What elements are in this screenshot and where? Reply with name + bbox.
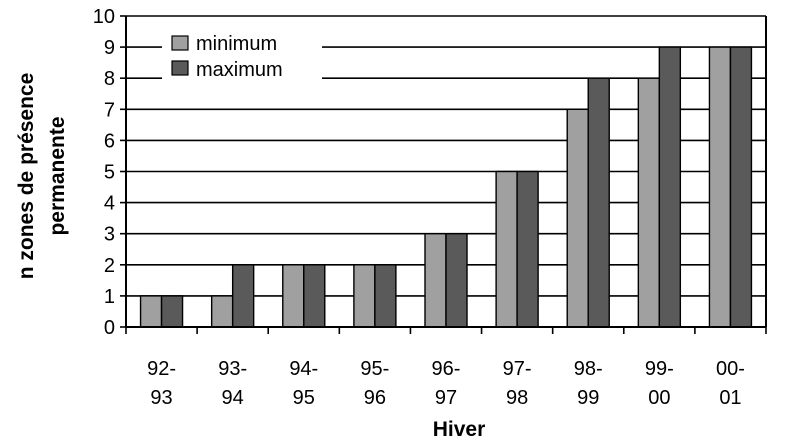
x-tick-label: 00- — [716, 358, 745, 380]
legend-label-maximum: maximum — [196, 59, 283, 81]
bar-maximum — [587, 77, 610, 328]
legend-swatch-maximum — [171, 60, 189, 76]
y-tick-label: 5 — [104, 162, 115, 184]
legend-background — [162, 30, 322, 86]
x-tick-label: 98 — [506, 387, 528, 409]
bar-minimum — [708, 46, 732, 328]
bar-maximum — [231, 264, 255, 328]
legend-swatch-minimum — [171, 35, 189, 51]
y-tick-label: 7 — [104, 99, 115, 121]
bar-maximum — [160, 295, 184, 328]
bar-minimum — [210, 295, 234, 328]
bar-maximum — [374, 264, 397, 328]
bars — [139, 46, 753, 328]
x-tick-label: 97 — [435, 387, 457, 409]
x-tick-label: 95- — [360, 358, 389, 380]
x-tick-label: 97- — [503, 358, 532, 380]
y-axis-title-line-2: permanente — [46, 116, 69, 235]
x-tick-label: 92- — [147, 358, 176, 380]
bar-minimum — [139, 295, 163, 328]
bar-maximum — [729, 46, 753, 328]
bar-maximum — [445, 232, 468, 328]
x-tick-label: 96 — [364, 387, 386, 409]
y-tick-labels: 0 1 2 3 4 5 6 7 8 9 10 — [93, 6, 126, 339]
y-tick-label: 1 — [104, 286, 115, 308]
x-tick-label: 99 — [577, 387, 599, 409]
x-tick-label: 93 — [150, 387, 172, 409]
x-tick-label: 95 — [293, 387, 315, 409]
bar-maximum — [658, 46, 682, 328]
x-tick-label: 94- — [289, 358, 318, 380]
x-tick-label: 99- — [645, 358, 674, 380]
bar-maximum — [516, 170, 539, 328]
bar-minimum — [495, 170, 518, 328]
bar-minimum — [424, 232, 447, 328]
bar-maximum — [303, 264, 326, 328]
legend: minimum maximum — [162, 30, 322, 86]
x-tick-label: 94 — [222, 387, 244, 409]
x-tick-label: 01 — [719, 387, 741, 409]
y-axis-title-line-1: n zones de présence — [15, 73, 38, 280]
y-tick-label: 0 — [104, 317, 115, 339]
y-tick-label: 6 — [104, 130, 115, 152]
x-tick-label: 93- — [218, 358, 247, 380]
y-tick-label: 3 — [104, 224, 115, 246]
x-tick-labels: 92- 93 93- 94 94- 95 95- 96 96- 97 97- 98 98- 99 99- 00… — [125, 327, 767, 409]
y-tick-label: 10 — [93, 6, 115, 28]
bar-minimum — [353, 264, 376, 328]
bar-minimum — [282, 264, 305, 328]
x-tick-label: 98- — [574, 358, 603, 380]
y-tick-label: 2 — [104, 255, 115, 277]
y-tick-label: 9 — [104, 37, 115, 59]
y-tick-label: 4 — [104, 193, 115, 215]
legend-label-minimum: minimum — [196, 33, 277, 55]
x-tick-label: 96- — [432, 358, 461, 380]
x-axis-title: Hiver — [433, 418, 486, 441]
x-tick-label: 00 — [648, 387, 670, 409]
bar-minimum — [566, 108, 589, 328]
bar-minimum — [637, 77, 661, 328]
y-tick-label: 8 — [104, 68, 115, 90]
